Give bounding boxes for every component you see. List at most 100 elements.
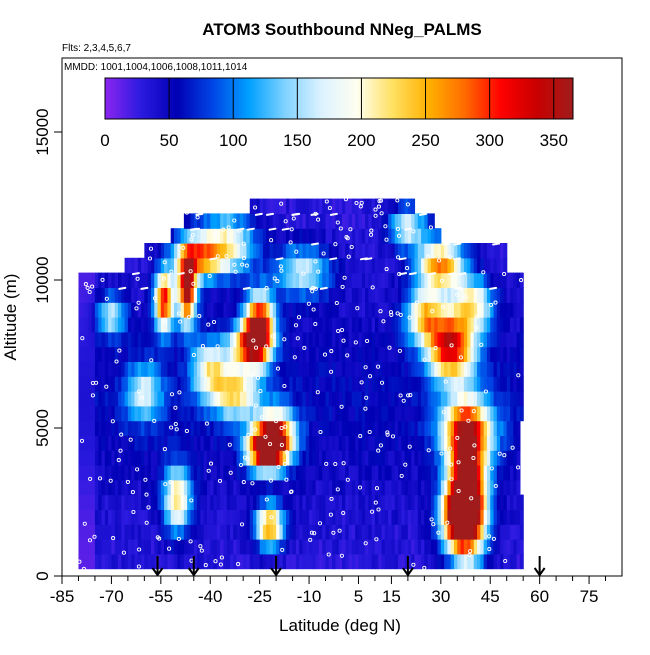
- colorbar-segment: [529, 78, 532, 119]
- heatmap-cell: [243, 361, 248, 377]
- heatmap-cell: [94, 435, 99, 451]
- heatmap-cell: [266, 405, 271, 422]
- heatmap-cell: [398, 376, 402, 392]
- heatmap-cell: [500, 361, 505, 377]
- measurement-marker: [493, 483, 498, 488]
- heatmap-cell: [127, 494, 132, 510]
- flight-track-segment: [441, 242, 450, 246]
- heatmap-cell: [292, 376, 297, 392]
- heatmap-cell: [421, 450, 425, 466]
- heatmap-cell: [513, 479, 518, 496]
- heatmap-cell: [137, 450, 142, 466]
- heatmap-cell: [302, 243, 307, 259]
- measurement-marker: [368, 374, 373, 379]
- heatmap-cell: [454, 479, 458, 496]
- heatmap-cell: [216, 287, 221, 303]
- measurement-marker: [335, 220, 340, 225]
- heatmap-cell: [134, 420, 139, 436]
- measurement-marker: [136, 300, 141, 305]
- heatmap-cell: [351, 346, 356, 362]
- heatmap-cell: [371, 287, 376, 303]
- heatmap-cell: [444, 287, 449, 303]
- heatmap-cell: [322, 257, 327, 274]
- heatmap-cell: [322, 228, 327, 244]
- heatmap-cell: [394, 243, 399, 259]
- heatmap-cell: [503, 420, 508, 436]
- heatmap-cell: [394, 524, 399, 540]
- colorbar-segment: [377, 78, 380, 119]
- heatmap-cell: [434, 287, 439, 303]
- heatmap-cell: [266, 287, 271, 303]
- heatmap-cell: [94, 450, 99, 466]
- measurement-marker: [376, 204, 381, 209]
- heatmap-cell: [85, 331, 89, 348]
- heatmap-cell: [378, 213, 383, 229]
- heatmap-cell: [289, 539, 294, 555]
- heatmap-cell: [480, 361, 485, 377]
- heatmap-cell: [233, 420, 238, 436]
- measurement-marker: [516, 373, 521, 378]
- heatmap-cell: [134, 539, 139, 555]
- heatmap-cell: [351, 331, 356, 348]
- heatmap-cell: [348, 272, 353, 288]
- measurement-marker: [79, 438, 85, 443]
- heatmap-cell: [342, 213, 346, 229]
- heatmap-cell: [430, 450, 435, 466]
- heatmap-cell: [226, 213, 231, 229]
- heatmap-cell: [473, 553, 478, 570]
- heatmap-cell: [490, 376, 495, 392]
- heatmap-cell: [88, 361, 93, 377]
- colorbar-segment: [397, 78, 400, 119]
- heatmap-cell: [309, 287, 313, 303]
- heatmap-cell: [417, 494, 422, 510]
- colorbar-segment: [121, 78, 124, 119]
- heatmap-cell: [374, 243, 379, 259]
- measurement-marker: [317, 521, 323, 526]
- heatmap-cell: [147, 272, 152, 288]
- heatmap-cell: [269, 539, 274, 555]
- heatmap-cell: [187, 465, 192, 481]
- heatmap-cell: [305, 213, 310, 229]
- heatmap-cell: [177, 361, 182, 377]
- colorbar-segment: [125, 78, 128, 119]
- heatmap-cell: [78, 465, 83, 481]
- heatmap-cell: [421, 391, 425, 407]
- heatmap-cell: [427, 524, 432, 540]
- heatmap-cell: [345, 391, 350, 407]
- heatmap-cell: [437, 331, 442, 348]
- heatmap-cell: [302, 405, 307, 422]
- heatmap-cell: [411, 317, 416, 333]
- heatmap-cell: [121, 539, 126, 555]
- heatmap-cell: [276, 465, 281, 481]
- heatmap-cell: [203, 479, 208, 496]
- heatmap-cell: [374, 228, 379, 244]
- heatmap-cell: [193, 331, 198, 348]
- heatmap-cell: [483, 272, 488, 288]
- heatmap-cell: [282, 509, 287, 525]
- heatmap-cell: [424, 465, 429, 481]
- heatmap-cell: [220, 494, 225, 510]
- heatmap-cell: [216, 479, 221, 496]
- heatmap-cell: [170, 450, 175, 466]
- heatmap-cell: [450, 420, 455, 436]
- measurement-marker: [503, 558, 508, 564]
- heatmap-cell: [104, 420, 109, 436]
- heatmap-cell: [381, 479, 386, 496]
- heatmap-cell: [358, 494, 363, 510]
- heatmap-cell: [177, 420, 182, 436]
- heatmap-cell: [355, 243, 360, 259]
- heatmap-cell: [210, 391, 215, 407]
- heatmap-cell: [325, 272, 330, 288]
- heatmap-cell: [216, 331, 221, 348]
- heatmap-cell: [259, 331, 264, 348]
- heatmap-cell: [124, 450, 129, 466]
- heatmap-cell: [467, 479, 472, 496]
- heatmap-cell: [394, 376, 399, 392]
- heatmap-cell: [434, 509, 439, 525]
- heatmap-cell: [154, 553, 159, 570]
- heatmap-cell: [98, 317, 103, 333]
- heatmap-cell: [516, 376, 521, 392]
- measurement-marker: [441, 304, 446, 309]
- heatmap-cell: [486, 331, 491, 348]
- heatmap-cell: [286, 287, 290, 303]
